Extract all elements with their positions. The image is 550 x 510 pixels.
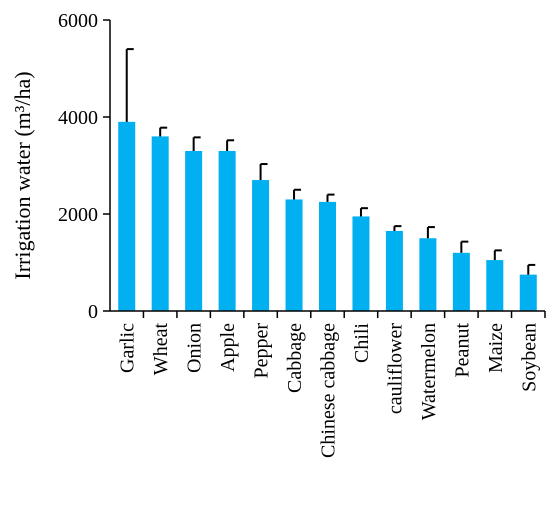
bar-chinese-cabbage: [319, 201, 336, 311]
bar-onion: [185, 150, 203, 311]
bars-group: [118, 121, 537, 311]
bar-garlic: [118, 121, 136, 311]
y-tick-label: 6000: [58, 10, 98, 32]
x-tick-label: Garlic: [117, 323, 139, 373]
bar-cauliflower: [385, 230, 403, 311]
bar-watermelon: [419, 238, 437, 311]
x-tick-label: Maize: [485, 323, 507, 373]
error-bars-group: [125, 48, 536, 275]
y-tick-label: 4000: [58, 107, 98, 129]
y-tick-label: 0: [88, 301, 98, 323]
x-tick-label: Apple: [217, 323, 239, 372]
x-tick-label: Chinese cabbage: [318, 323, 340, 458]
bar-wheat: [151, 136, 169, 311]
y-tick-label: 2000: [58, 204, 98, 226]
y-axis-title: Irrigation water (m³/ha): [10, 71, 35, 279]
x-tick-label: Cabbage: [284, 323, 306, 393]
x-tick-label: Soybean: [518, 323, 540, 392]
x-tick-label: Wheat: [150, 323, 172, 376]
bar-pepper: [252, 180, 270, 311]
x-tick-label: Peanut: [451, 323, 473, 378]
x-tick-label: Watermelon: [418, 323, 440, 420]
bar-soybean: [519, 274, 537, 311]
bar-peanut: [452, 252, 470, 311]
x-tick-label: Chili: [351, 323, 373, 363]
bar-maize: [486, 260, 504, 311]
x-tick-label: Pepper: [251, 323, 273, 379]
y-ticks-group: 0 2000 4000 6000: [58, 10, 110, 323]
x-tick-label: cauliflower: [384, 323, 406, 414]
y-axis-title-group: Irrigation water (m³/ha): [10, 71, 35, 279]
x-tick-label: Onion: [184, 323, 206, 373]
bar-chili: [352, 216, 370, 311]
bar-apple: [218, 150, 236, 311]
axes-group: [109, 20, 545, 312]
bar-cabbage: [285, 199, 303, 311]
x-ticks-group: Garlic Wheat Onion Apple Pepper Cabbage Chines…: [117, 311, 546, 458]
